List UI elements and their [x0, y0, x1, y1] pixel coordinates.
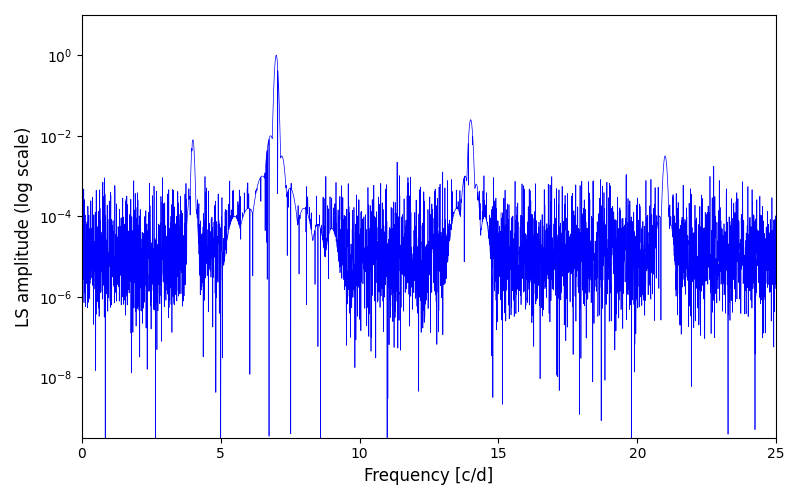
- Y-axis label: LS amplitude (log scale): LS amplitude (log scale): [15, 126, 33, 326]
- X-axis label: Frequency [c/d]: Frequency [c/d]: [364, 467, 494, 485]
